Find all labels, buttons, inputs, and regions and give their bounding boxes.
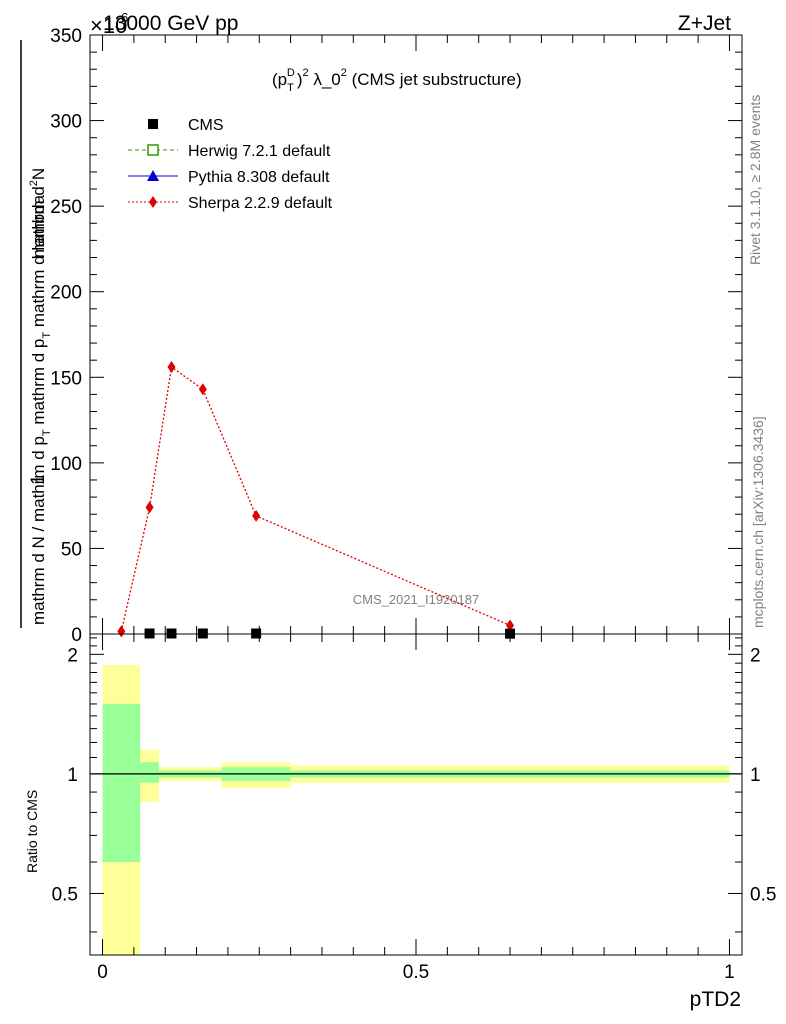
legend-label: CMS bbox=[188, 117, 224, 134]
legend-label: Herwig 7.2.1 default bbox=[188, 143, 331, 160]
energy-label: 13000 GeV pp bbox=[103, 12, 238, 35]
ratio-bands bbox=[90, 664, 742, 955]
svg-text:mathrm d2N: mathrm d2N bbox=[28, 168, 48, 258]
sherpa-point bbox=[252, 509, 261, 522]
ratio-frame bbox=[89, 633, 743, 956]
ratio-ytick-label-right: 0.5 bbox=[750, 884, 776, 905]
ratio-y-label: Ratio to CMS bbox=[24, 790, 40, 873]
main-y-label: mathrm d2N 1 mathrm d N / mathrm d pT ma… bbox=[20, 40, 53, 628]
main-ytick-label: 350 bbox=[50, 26, 82, 47]
main-ytick-label: 50 bbox=[61, 539, 82, 560]
ratio-ytick-label-right: 2 bbox=[750, 645, 761, 666]
legend-marker-pythia bbox=[147, 170, 159, 181]
ratio-ytick-label: 1 bbox=[67, 765, 78, 786]
sherpa-line bbox=[120, 365, 511, 632]
main-ytick-label: 100 bbox=[50, 454, 82, 475]
sherpa-point bbox=[198, 383, 207, 396]
ratio-band-green bbox=[102, 703, 141, 863]
main-ytick-label: 0 bbox=[71, 625, 82, 646]
main-ytick-label: 250 bbox=[50, 197, 82, 218]
sherpa-point bbox=[117, 625, 126, 638]
plot-title: (pTD)2 λ_02 (CMS jet substructure) bbox=[272, 67, 522, 94]
ratio-ytick-label: 2 bbox=[67, 645, 78, 666]
process-label: Z+Jet bbox=[678, 12, 731, 35]
exponent-power: 6 bbox=[121, 10, 128, 25]
ratio-axis-ticks: 0.5 0.5 1 1 2 2 0 0.5 1 bbox=[52, 634, 776, 983]
sherpa-point bbox=[506, 619, 515, 632]
cms-point bbox=[197, 628, 208, 639]
exponent-label: ×10 bbox=[90, 13, 127, 38]
ratio-ytick-label-right: 1 bbox=[750, 765, 761, 786]
cms-point bbox=[144, 628, 155, 639]
legend-marker-sherpa bbox=[149, 196, 157, 208]
legend-marker-herwig bbox=[147, 144, 159, 156]
legend-label: Pythia 8.308 default bbox=[188, 169, 330, 186]
main-ytick-label: 300 bbox=[50, 112, 82, 133]
main-ytick-label: 150 bbox=[50, 368, 82, 389]
svg-text:mathrm d N / mathrm d pT mathr: mathrm d N / mathrm d pT mathrm d pT mat… bbox=[29, 194, 53, 625]
legend-marker-cms bbox=[148, 119, 158, 129]
watermark: CMS_2021_I1920187 bbox=[353, 592, 480, 607]
x-tick-label: 1 bbox=[724, 962, 735, 983]
mcplots-label: mcplots.cern.ch [arXiv:1306.3436] bbox=[750, 416, 766, 628]
cms-point bbox=[166, 628, 177, 639]
legend: CMS Herwig 7.2.1 default Pythia 8.308 defa… bbox=[128, 117, 333, 212]
sherpa-point bbox=[145, 501, 154, 514]
sherpa-point bbox=[167, 361, 176, 374]
main-ytick-label: 200 bbox=[50, 283, 82, 304]
legend-label: Sherpa 2.2.9 default bbox=[188, 195, 333, 212]
x-axis-label: pTD2 bbox=[690, 988, 741, 1011]
ratio-ytick-label: 0.5 bbox=[52, 884, 78, 905]
cms-point bbox=[251, 628, 262, 639]
x-tick-label: 0.5 bbox=[403, 962, 429, 983]
svg-text:1: 1 bbox=[28, 474, 49, 485]
rivet-label: Rivet 3.1.10, ≥ 2.8M events bbox=[747, 95, 763, 265]
x-tick-label: 0 bbox=[97, 962, 108, 983]
ratio-band-green bbox=[140, 762, 159, 783]
